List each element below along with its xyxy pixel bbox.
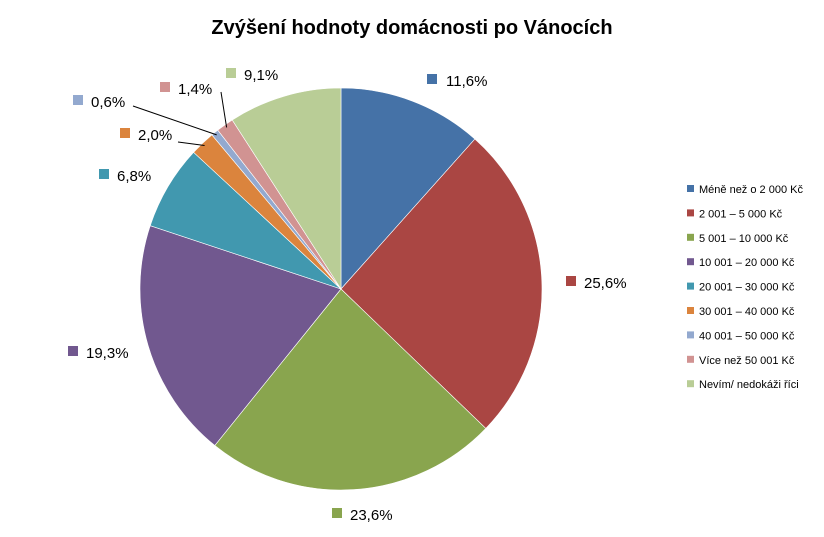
data-label-swatch bbox=[332, 508, 342, 518]
legend-swatch bbox=[687, 185, 694, 192]
data-label: 23,6% bbox=[350, 507, 393, 524]
legend-entry: 5 001 – 10 000 Kč bbox=[699, 233, 789, 245]
leader-lines bbox=[132, 91, 228, 146]
legend-entry: 20 001 – 30 000 Kč bbox=[699, 282, 795, 294]
legend-entry: Nevím/ nedokáži říci bbox=[699, 379, 799, 391]
data-label-swatch bbox=[566, 276, 576, 286]
legend-swatch bbox=[687, 307, 694, 314]
legend-swatch bbox=[687, 258, 694, 266]
legend-entry: 2 001 – 5 000 Kč bbox=[699, 208, 783, 220]
data-label: 6,8% bbox=[117, 168, 151, 185]
legend-entry: 10 001 – 20 000 Kč bbox=[699, 257, 795, 269]
data-label-swatch bbox=[73, 95, 83, 105]
data-label-swatch bbox=[99, 169, 109, 179]
legend-swatch bbox=[687, 355, 694, 363]
legend-entry: Více než 50 001 Kč bbox=[699, 355, 795, 367]
pie-slice bbox=[340, 87, 476, 290]
legend-swatch bbox=[687, 380, 694, 388]
data-label: 0,6% bbox=[91, 94, 125, 111]
pie-slices bbox=[139, 87, 543, 491]
legend-entry: 30 001 – 40 000 Kč bbox=[699, 306, 795, 318]
pie-slice bbox=[340, 138, 543, 429]
data-label-swatch bbox=[226, 68, 236, 78]
pie-slice bbox=[139, 225, 342, 446]
leader-line bbox=[177, 141, 205, 146]
data-label: 11,6% bbox=[446, 73, 487, 90]
legend-swatch bbox=[687, 331, 694, 339]
legend: Méně než o 2 000 Kč 2 001 – 5 000 Kč 5 001… bbox=[687, 184, 803, 391]
data-labels: 11,6% 25,6% 23,6% 19,3% 6,8% 2,0% 0,6% 1,4% 9,1% bbox=[68, 67, 627, 524]
legend-swatch bbox=[687, 282, 694, 290]
data-label-swatch bbox=[427, 74, 437, 84]
legend-swatch bbox=[687, 233, 694, 241]
data-label-swatch bbox=[120, 128, 130, 138]
legend-swatch bbox=[687, 209, 694, 217]
data-label: 9,1% bbox=[244, 67, 278, 84]
pie-slice bbox=[231, 87, 342, 291]
data-label-swatch bbox=[68, 346, 78, 356]
legend-entry: 40 001 – 50 000 Kč bbox=[699, 330, 795, 342]
pie-slice bbox=[214, 288, 487, 491]
data-label: 19,3% bbox=[86, 345, 129, 362]
leader-line bbox=[132, 105, 217, 136]
leader-line bbox=[220, 91, 228, 128]
legend-entry: Méně než o 2 000 Kč bbox=[699, 184, 803, 196]
chart-title: Zvýšení hodnoty domácnosti po Vánocích bbox=[211, 17, 612, 39]
data-label: 25,6% bbox=[584, 275, 627, 292]
data-label: 1,4% bbox=[178, 81, 212, 98]
data-label-swatch bbox=[160, 82, 170, 92]
data-label: 2,0% bbox=[138, 127, 172, 144]
